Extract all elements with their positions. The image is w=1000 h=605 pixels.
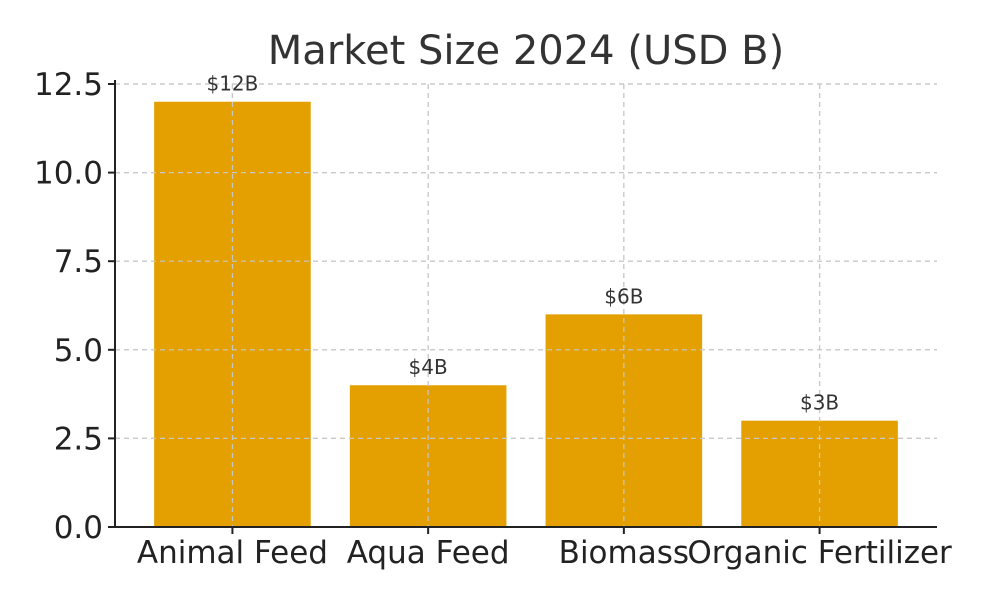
y-tick-label: 10.0 <box>34 156 103 192</box>
y-tick-label: 5.0 <box>54 333 103 369</box>
chart-title: Market Size 2024 (USD B) <box>268 28 784 74</box>
data-label: $6B <box>604 284 643 308</box>
y-tick-label: 0.0 <box>54 510 103 546</box>
y-tick-label: 12.5 <box>34 67 103 103</box>
data-label: $3B <box>800 391 839 415</box>
x-tick-label: Biomass <box>559 535 689 571</box>
data-label: $4B <box>409 355 448 379</box>
axes <box>108 80 937 534</box>
x-tick-label: Organic Fertilizer <box>687 535 952 571</box>
data-label: $12B <box>206 72 258 96</box>
x-tick-label: Aqua Feed <box>347 535 510 571</box>
labels: 0.0 2.5 5.0 7.5 10.0 12.5 Animal Feed $12B Aqua … <box>34 67 952 571</box>
y-tick-label: 7.5 <box>54 244 103 280</box>
y-tick-label: 2.5 <box>54 421 103 457</box>
bars <box>115 83 937 527</box>
x-tick-label: Animal Feed <box>137 535 328 571</box>
